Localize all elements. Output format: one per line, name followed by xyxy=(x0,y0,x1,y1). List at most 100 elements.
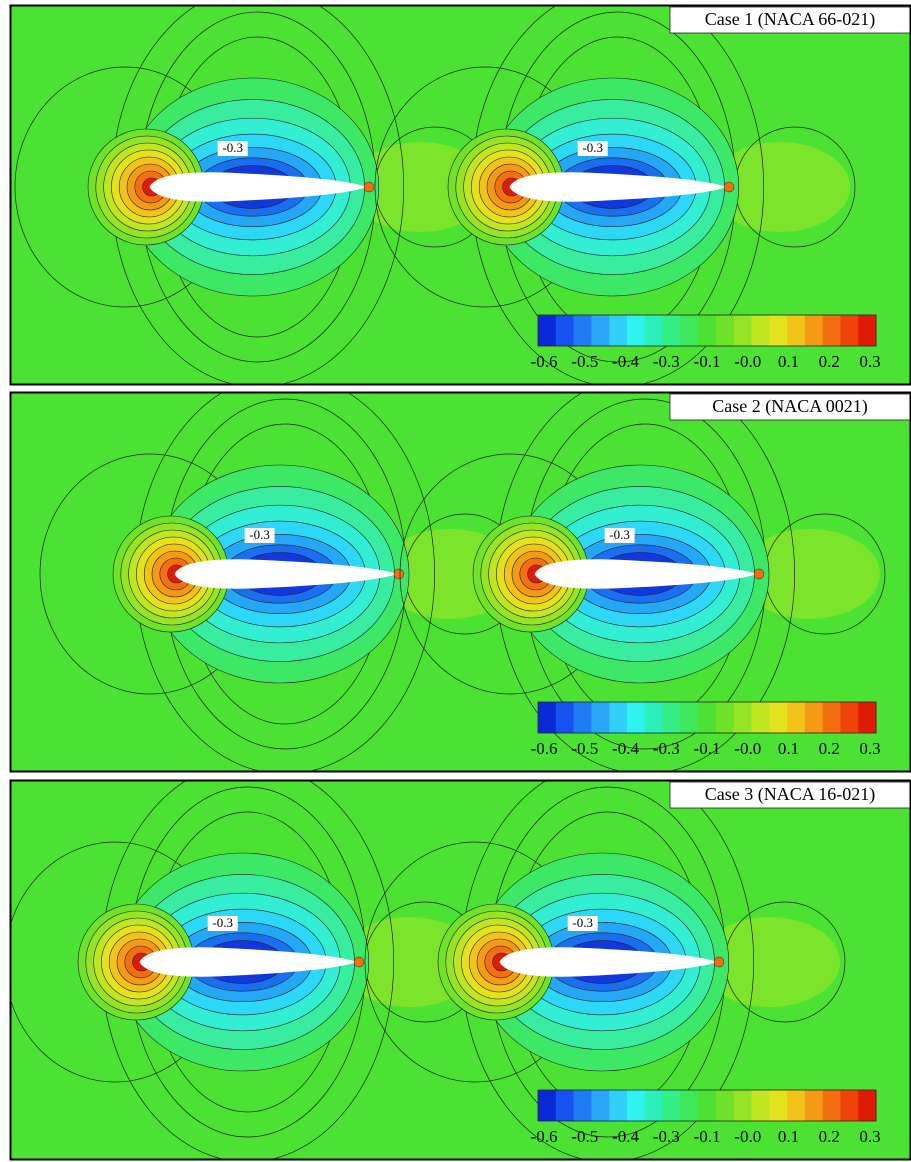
colorbar-label: -0.4 xyxy=(612,1127,639,1146)
colorbar-label: -0.6 xyxy=(531,739,558,758)
contour-label: -0.3 xyxy=(582,140,603,155)
colorbar-cell xyxy=(609,702,628,733)
colorbar-cell xyxy=(626,1090,646,1121)
colorbar-cell xyxy=(804,1090,824,1121)
colorbar-label: 0.2 xyxy=(819,739,840,758)
colorbar-cell xyxy=(626,315,646,346)
contour-label-box xyxy=(577,141,608,156)
contour-label-box xyxy=(217,141,248,156)
colorbar-cell xyxy=(715,702,735,733)
colorbar-label: -0.3 xyxy=(653,739,680,758)
colorbar-cell xyxy=(715,315,735,346)
colorbar-cell xyxy=(591,702,610,733)
colorbar-label: -0.5 xyxy=(571,739,598,758)
colorbar-cell xyxy=(662,702,681,733)
colorbar-cell xyxy=(591,315,610,346)
colorbar-cell xyxy=(858,1090,877,1121)
colorbar-cell xyxy=(538,702,557,733)
colorbar-label: -0.6 xyxy=(531,1127,558,1146)
colorbar-cell xyxy=(626,702,646,733)
title-box xyxy=(669,6,911,34)
colorbar-cell xyxy=(715,1090,735,1121)
colorbar-frame xyxy=(537,1089,877,1122)
colorbar-cell xyxy=(644,1090,664,1121)
colorbar-cell xyxy=(804,315,824,346)
wake xyxy=(700,917,840,1007)
panel-title: Case 3 (NACA 16-021) xyxy=(705,784,875,805)
colorbar-cell xyxy=(644,315,664,346)
colorbar-cell xyxy=(840,1090,859,1121)
colorbar-cell xyxy=(858,702,877,733)
colorbar-label: 0.1 xyxy=(778,1127,799,1146)
colorbar-label: 0.2 xyxy=(819,1127,840,1146)
colorbar-label: -0.3 xyxy=(653,352,680,371)
colorbar-label: -0.5 xyxy=(571,1127,598,1146)
field: -0.3 -0.3 -0.6 -0.5 -0.4 -0.3 -0.1 -0.0 0.1 0.2 0.… xyxy=(10,5,911,385)
colorbar-cell xyxy=(822,1090,841,1121)
contour-label-box xyxy=(604,528,635,543)
colorbar-label: -0.1 xyxy=(694,739,721,758)
colorbar-frame xyxy=(537,701,877,734)
trailing-edge-ring xyxy=(723,181,735,193)
colorbar-label: -0.1 xyxy=(694,1127,721,1146)
trailing-edge-ring xyxy=(363,181,375,193)
colorbar-label: -0.1 xyxy=(694,352,721,371)
colorbar-cell xyxy=(698,1090,717,1121)
colorbar-cell xyxy=(733,315,752,346)
colorbar-cell xyxy=(609,1090,628,1121)
colorbar-frame xyxy=(537,314,877,347)
colorbar-cell xyxy=(609,315,628,346)
trailing-edge-ring xyxy=(753,568,765,580)
colorbar-label: -0.0 xyxy=(734,352,761,371)
contour-label-box xyxy=(244,528,275,543)
contour-label-box xyxy=(567,916,598,931)
colorbar-cell xyxy=(555,702,575,733)
colorbar-cell xyxy=(751,315,770,346)
colorbar-cell xyxy=(555,315,575,346)
colorbar-label: 0.2 xyxy=(819,352,840,371)
colorbar-cell xyxy=(751,1090,770,1121)
colorbar-cell xyxy=(769,315,788,346)
field: -0.3 -0.3 -0.6 -0.5 -0.4 -0.3 -0.1 -0.0 0.1 0.2 0.… xyxy=(10,392,911,772)
trailing-edge-ring xyxy=(393,568,405,580)
colorbar-cell xyxy=(680,1090,699,1121)
colorbar-cell xyxy=(662,315,681,346)
colorbar-label: -0.4 xyxy=(612,739,639,758)
colorbar-cell xyxy=(573,1090,592,1121)
colorbar-cell xyxy=(822,315,841,346)
colorbar-label: 0.3 xyxy=(859,352,880,371)
colorbar-label: -0.0 xyxy=(734,739,761,758)
colorbar-cell xyxy=(644,702,664,733)
contour-label: -0.3 xyxy=(572,915,593,930)
colorbar-label: 0.1 xyxy=(778,739,799,758)
colorbar-label: -0.3 xyxy=(653,1127,680,1146)
contour-label: -0.3 xyxy=(609,527,630,542)
contour-panel: -0.3 -0.3 -0.6 -0.5 -0.4 -0.3 -0.1 -0.0 0.1 0.2 0.… xyxy=(9,4,911,386)
contour-panel: -0.3 -0.3 -0.6 -0.5 -0.4 -0.3 -0.1 -0.0 0.1 0.2 0.… xyxy=(9,779,911,1161)
field: -0.3 -0.3 -0.6 -0.5 -0.4 -0.3 -0.1 -0.0 0.1 0.2 0.… xyxy=(10,780,911,1160)
colorbar-cell xyxy=(804,702,824,733)
contour-label: -0.3 xyxy=(212,915,233,930)
colorbar-cell xyxy=(538,1090,557,1121)
colorbar-cell xyxy=(787,315,806,346)
colorbar-label: -0.5 xyxy=(571,352,598,371)
colorbar-cell xyxy=(538,315,557,346)
colorbar-cell xyxy=(751,702,770,733)
panel-title: Case 1 (NACA 66-021) xyxy=(705,9,875,30)
colorbar-cell xyxy=(698,702,717,733)
colorbar-label: -0.0 xyxy=(734,1127,761,1146)
wake xyxy=(740,529,880,619)
colorbar-label: -0.4 xyxy=(612,352,639,371)
contour-label: -0.3 xyxy=(249,527,270,542)
colorbar-cell xyxy=(840,315,859,346)
colorbar-cell xyxy=(680,315,699,346)
colorbar-label: 0.3 xyxy=(859,739,880,758)
colorbar-cell xyxy=(858,315,877,346)
colorbar-cell xyxy=(840,702,859,733)
colorbar-cell xyxy=(769,1090,788,1121)
colorbar-cell xyxy=(698,315,717,346)
panel-title: Case 2 (NACA 0021) xyxy=(712,396,868,417)
colorbar-cell xyxy=(573,702,592,733)
colorbar-cell xyxy=(733,1090,752,1121)
